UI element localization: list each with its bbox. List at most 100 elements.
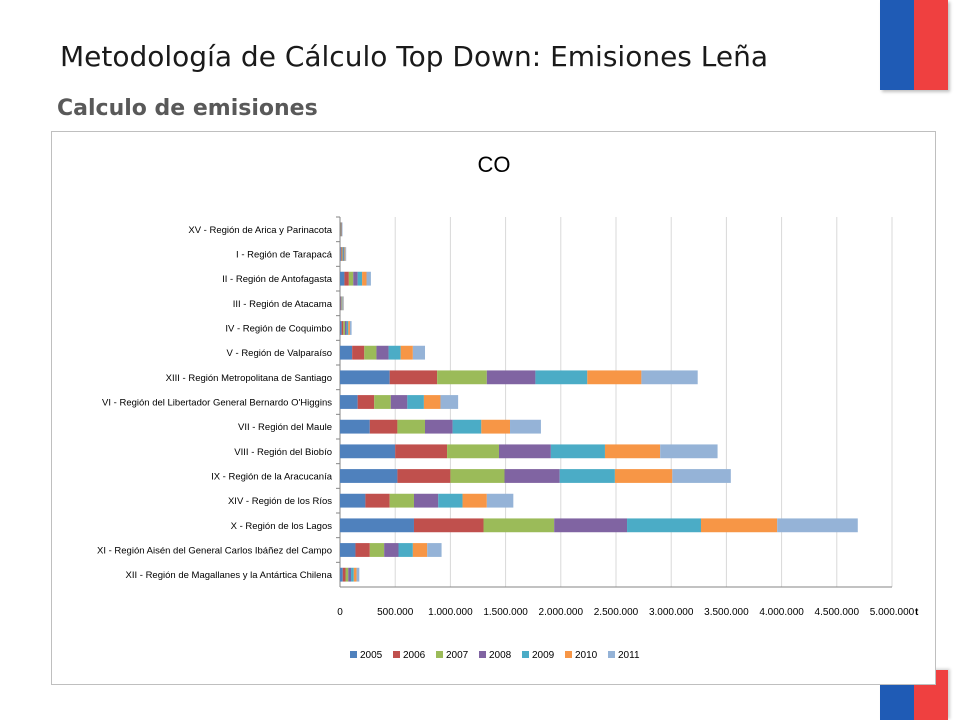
bar-segment-2007 — [345, 567, 349, 582]
category-label: VII - Región del Maule — [238, 422, 332, 433]
bar-segment-2010 — [462, 493, 487, 508]
bar-segment-2006 — [389, 370, 438, 385]
bar-segment-2005 — [340, 493, 366, 508]
bar-segment-2008 — [504, 469, 560, 483]
bar-segment-2011 — [412, 345, 426, 360]
bar-segment-2010 — [412, 543, 428, 557]
bar-segment-2007 — [341, 296, 342, 311]
slide-subtitle: Calculo de emisiones — [57, 96, 318, 121]
bar-segment-2009 — [550, 444, 605, 459]
bar-segment-2006 — [397, 469, 451, 483]
bar-segment-2009 — [351, 567, 354, 582]
chart-frame: CO 0 500.000 1.000.000 1.500.000 2.000.000 2.5… — [51, 131, 936, 685]
bar-segment-2010 — [614, 469, 673, 483]
bar-segment-2005 — [340, 419, 370, 434]
legend-swatch-2011 — [608, 651, 615, 658]
bar-segment-2007 — [374, 395, 391, 409]
x-tick-label: 3.500.000 — [704, 607, 749, 618]
category-label: XI - Región Aisén del General Carlos Ibá… — [97, 546, 332, 557]
bar-segment-2011 — [672, 469, 731, 483]
bar-segment-2011 — [349, 321, 352, 335]
category-label: II - Región de Antofagasta — [222, 274, 333, 285]
bar-segment-2006 — [341, 321, 344, 335]
bar-segment-2010 — [342, 296, 344, 311]
bar-segment-2011 — [641, 370, 698, 385]
bar-segment-2008 — [486, 370, 536, 385]
bar-segment-2011 — [366, 271, 371, 286]
bar-segment-2008 — [498, 444, 551, 459]
bar-segment-2010 — [344, 247, 346, 261]
bar-segment-2005 — [340, 271, 345, 286]
bar-segment-2007 — [447, 444, 499, 459]
slide-title: Metodología de Cálculo Top Down: Emision… — [60, 40, 769, 73]
legend-swatch-2005 — [350, 651, 357, 658]
legend-swatch-2007 — [436, 651, 443, 658]
bar-segment-2006 — [340, 247, 342, 261]
bar-segment-2010 — [353, 567, 357, 582]
bar-segment-2005 — [340, 222, 341, 237]
bar-segment-2011 — [486, 493, 514, 508]
category-label: I - Región de Tarapacá — [236, 250, 333, 261]
x-tick-label: 1.000.000 — [428, 607, 473, 618]
category-label: IX - Región de la Aracucanía — [211, 472, 333, 483]
bar-segment-2011 — [343, 296, 344, 311]
category-label: XII - Región de Magallanes y la Antártic… — [126, 570, 333, 581]
bar-segment-2008 — [348, 567, 352, 582]
x-tick-label: 2.500.000 — [594, 607, 639, 618]
bar-segment-2007 — [483, 518, 555, 533]
bar-segment-2009 — [357, 271, 363, 286]
bar-segment-2009 — [346, 321, 349, 335]
legend-label-2009: 2009 — [532, 650, 555, 661]
legend-swatch-2010 — [565, 651, 572, 658]
bar-segment-2009 — [407, 395, 424, 409]
bar-segment-2005 — [340, 567, 343, 582]
bar-segment-2008 — [413, 493, 439, 508]
bar-segment-2007 — [364, 345, 377, 360]
x-tick-label: 2.000.000 — [539, 607, 584, 618]
bar-segment-2008 — [554, 518, 628, 533]
bar-segment-2007 — [369, 543, 385, 557]
bar-segment-2006 — [342, 567, 346, 582]
bar-segment-2005 — [340, 247, 341, 261]
bar-segment-2005 — [340, 321, 342, 335]
x-tick-label: 5.000.000 — [870, 607, 915, 618]
bar-segment-2009 — [535, 370, 588, 385]
chart-title: CO — [478, 152, 511, 177]
legend-label-2011: 2011 — [618, 650, 640, 661]
bar-segment-2008 — [341, 296, 343, 311]
bar-segment-2009 — [398, 543, 413, 557]
bar-segment-2010 — [701, 518, 778, 533]
bar-segment-2011 — [510, 419, 541, 434]
bar-segment-2008 — [353, 271, 358, 286]
bar-segment-2009 — [559, 469, 615, 483]
x-tick-label: 500.000 — [377, 607, 414, 618]
bar-segment-2006 — [369, 419, 398, 434]
category-label: VIII - Región del Biobío — [234, 447, 332, 458]
category-label: III - Región de Atacama — [233, 299, 333, 310]
bar-segment-2008 — [340, 222, 342, 237]
flag-red-stripe — [914, 0, 948, 90]
category-label: XIV - Región de los Ríos — [228, 496, 332, 507]
bar-segment-2006 — [340, 296, 342, 311]
bar-segment-2007 — [389, 493, 414, 508]
bar-segment-2005 — [340, 518, 414, 533]
flag-logo-top — [880, 0, 948, 90]
bar-segment-2006 — [395, 444, 448, 459]
x-tick-label: 1.500.000 — [483, 607, 528, 618]
bar-segment-2008 — [376, 345, 389, 360]
bar-segment-2010 — [423, 395, 441, 409]
bar-segment-2011 — [345, 247, 347, 261]
bar-segment-2009 — [438, 493, 463, 508]
bar-segment-2005 — [340, 370, 390, 385]
bar-segment-2005 — [340, 469, 398, 483]
legend-swatch-2008 — [479, 651, 486, 658]
bar-segment-2010 — [348, 321, 350, 335]
category-label: XIII - Región Metropolitana de Santiago — [166, 373, 332, 384]
bar-segment-2011 — [341, 222, 343, 237]
x-tick-label: 4.500.000 — [815, 607, 860, 618]
bar-segment-2011 — [356, 567, 360, 582]
bar-segment-2006 — [357, 395, 375, 409]
bar-segment-2006 — [344, 271, 349, 286]
bar-segment-2007 — [341, 247, 343, 261]
bar-segment-2008 — [344, 321, 347, 335]
